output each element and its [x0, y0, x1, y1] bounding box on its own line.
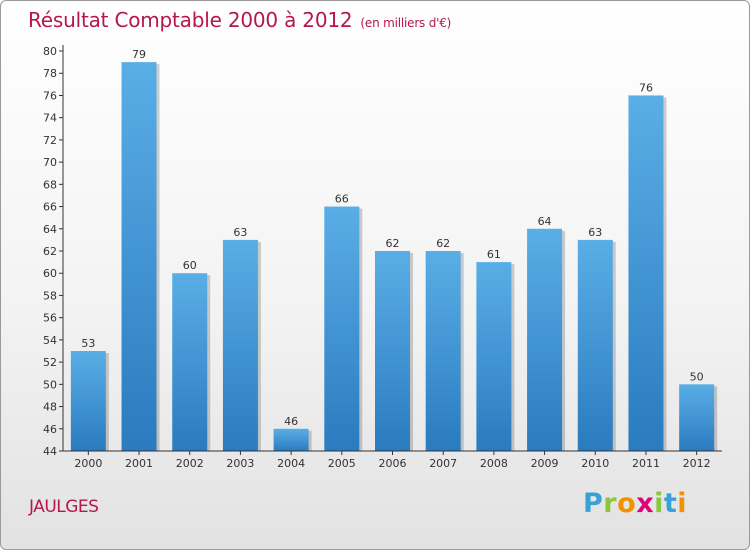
data-label-2009: 64 [538, 215, 552, 228]
bar-2002 [172, 273, 208, 451]
x-tick-label-2012: 2012 [683, 457, 711, 470]
y-tick-label-78: 78 [43, 67, 57, 80]
bar-2007 [425, 251, 461, 451]
bar-2009 [527, 228, 563, 451]
logo-letter: x [636, 488, 655, 519]
y-tick-label-74: 74 [43, 112, 57, 125]
logo-letter: t [663, 488, 678, 519]
y-tick-label-68: 68 [43, 178, 57, 191]
y-tick-label-66: 66 [43, 201, 57, 214]
x-tick-label-2003: 2003 [226, 457, 254, 470]
bar-2006 [375, 251, 410, 451]
y-tick-label-58: 58 [43, 289, 57, 302]
x-tick-label-2004: 2004 [277, 457, 305, 470]
y-tick-label-48: 48 [43, 401, 57, 414]
data-label-2001: 79 [132, 48, 146, 61]
y-tick-label-44: 44 [43, 445, 57, 458]
y-tick-label-56: 56 [43, 312, 57, 325]
data-label-2000: 53 [81, 337, 95, 350]
x-tick-label-2005: 2005 [328, 457, 356, 470]
y-tick-label-50: 50 [43, 378, 57, 391]
data-label-2011: 76 [639, 81, 653, 94]
data-label-2004: 46 [284, 415, 298, 428]
y-tick-label-72: 72 [43, 134, 57, 147]
x-tick-label-2000: 2000 [74, 457, 102, 470]
x-tick-label-2008: 2008 [480, 457, 508, 470]
commune-name: JAULGES [29, 497, 99, 517]
data-label-2002: 60 [183, 259, 197, 272]
bar-2012 [679, 384, 715, 451]
chart-title: Résultat Comptable 2000 à 2012 (en millie… [28, 8, 451, 32]
x-tick-label-2007: 2007 [429, 457, 457, 470]
y-tick-label-62: 62 [43, 245, 57, 258]
y-tick-label-64: 64 [43, 223, 57, 236]
chart-subtitle: (en milliers d'€) [360, 16, 452, 30]
y-tick-label-54: 54 [43, 334, 57, 347]
proxiti-logo: Proxiti [583, 488, 687, 519]
x-tick-label-2010: 2010 [581, 457, 609, 470]
data-label-2003: 63 [233, 226, 247, 239]
logo-letter: i [677, 488, 688, 519]
data-label-2005: 66 [335, 193, 349, 206]
bar-2005 [324, 206, 360, 451]
logo-letter: P [583, 488, 604, 519]
y-tick-label-76: 76 [43, 89, 57, 102]
x-tick-label-2001: 2001 [125, 457, 153, 470]
y-tick-label-70: 70 [43, 156, 57, 169]
logo-letter: i [654, 488, 664, 519]
logo-letter: o [617, 488, 637, 519]
bar-2000 [70, 351, 106, 451]
bar-2011 [628, 95, 664, 451]
data-label-2007: 62 [436, 237, 450, 250]
x-tick-label-2006: 2006 [379, 457, 407, 470]
x-tick-label-2002: 2002 [176, 457, 204, 470]
y-tick-label-46: 46 [43, 423, 57, 436]
bar-2010 [577, 239, 613, 451]
bar-2001 [121, 62, 157, 451]
title-text: Résultat Comptable 2000 à 2012 [28, 8, 353, 32]
bar-2003 [222, 239, 258, 451]
data-label-2008: 61 [487, 248, 501, 261]
logo-letter: r [603, 488, 618, 519]
y-tick-label-80: 80 [43, 45, 57, 58]
bar-2008 [476, 262, 512, 451]
data-label-2010: 63 [588, 226, 602, 239]
data-label-2012: 50 [690, 370, 704, 383]
x-tick-label-2011: 2011 [632, 457, 660, 470]
data-label-2006: 62 [386, 237, 400, 250]
x-tick-label-2009: 2009 [531, 457, 559, 470]
y-tick-label-52: 52 [43, 356, 57, 369]
y-tick-label-60: 60 [43, 267, 57, 280]
bar-2004 [273, 428, 309, 451]
